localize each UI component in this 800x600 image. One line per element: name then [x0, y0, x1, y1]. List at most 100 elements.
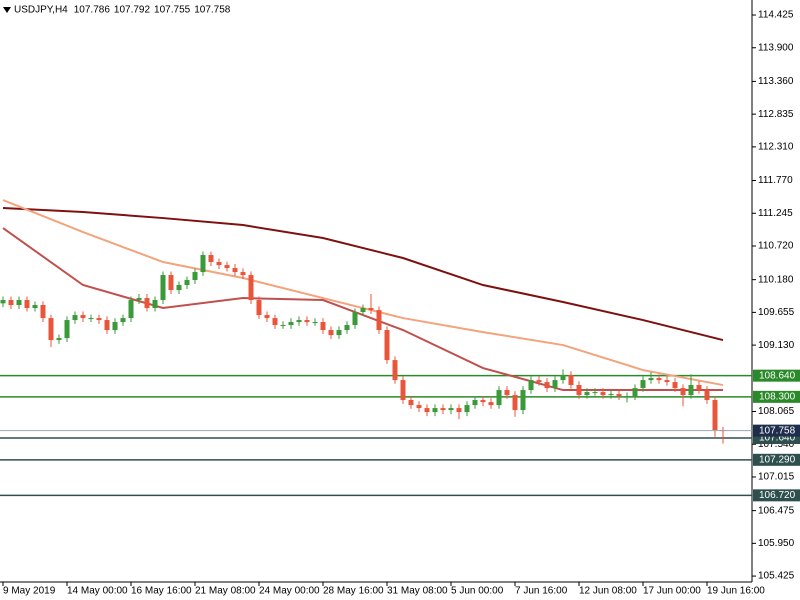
candle-body [624, 396, 630, 398]
candle-body [296, 320, 302, 323]
level-label: 107.290 [759, 454, 796, 465]
y-tick-label: 111.770 [758, 175, 793, 186]
y-tick-label: 106.475 [758, 505, 795, 516]
symbol: USDJPY,H4 [14, 5, 68, 16]
candle-body [88, 318, 94, 320]
level-label-box [753, 453, 800, 466]
x-tick-label: 14 May 00:00 [67, 586, 128, 597]
candle-body [200, 255, 206, 273]
candle-body [648, 378, 654, 381]
y-tick-label: 110.180 [758, 274, 794, 285]
candle-body [560, 375, 566, 381]
last-price-box [753, 424, 800, 437]
candle-body [112, 322, 118, 331]
candle-body [536, 380, 542, 383]
candle-body [368, 308, 374, 311]
candle-body [472, 400, 478, 406]
candle-body [0, 300, 6, 304]
candle-body [416, 405, 422, 409]
candle-body [288, 322, 294, 326]
candle-body [224, 265, 230, 269]
candle-body [136, 298, 142, 301]
x-tick-label: 5 Jun 00:00 [451, 586, 504, 597]
y-tick-label: 109.130 [758, 340, 795, 351]
candle-body [496, 390, 502, 406]
candle-body [328, 330, 334, 336]
candle-body [480, 400, 486, 403]
candle-body [216, 262, 222, 266]
y-tick-label: 107.015 [758, 472, 795, 483]
candle-body [528, 380, 534, 391]
candle-body [256, 300, 262, 316]
y-tick-label: 113.360 [758, 76, 794, 87]
candle-body [8, 300, 14, 306]
header-value: 107.755 [154, 5, 191, 16]
candle-body [40, 305, 46, 319]
candle-body [320, 322, 326, 331]
candle-body [544, 382, 550, 389]
candle-body [696, 385, 702, 391]
x-tick-label: 31 May 08:00 [387, 586, 448, 597]
candle-body [504, 390, 510, 396]
candle-body [432, 408, 438, 413]
candle-body [232, 268, 238, 273]
y-tick-label: 105.950 [758, 538, 795, 549]
level-label: 108.640 [759, 370, 796, 381]
candle-body [576, 385, 582, 396]
candle-body [64, 320, 70, 339]
x-tick-label: 12 Jun 08:00 [579, 586, 637, 597]
dropdown-icon[interactable] [3, 7, 11, 13]
candle-body [640, 380, 646, 389]
candle-body [552, 380, 558, 389]
header-value: 107.786 [74, 5, 111, 16]
candle-body [192, 272, 198, 281]
candle-body [264, 315, 270, 319]
candle-body [128, 300, 134, 319]
x-tick-label: 28 May 16:00 [323, 586, 384, 597]
candle-body [512, 395, 518, 411]
candle-body [352, 312, 358, 326]
candle-body [360, 308, 366, 313]
candle-body [104, 320, 110, 331]
candle-body [280, 325, 286, 327]
x-tick-label: 9 May 2019 [3, 586, 56, 597]
candle-body [48, 318, 54, 341]
candle-body [424, 408, 430, 413]
candle-body [176, 285, 182, 291]
candle-body [600, 392, 606, 396]
candle-body [448, 408, 454, 411]
x-tick-label: 17 Jun 00:00 [643, 586, 701, 597]
candle-body [72, 315, 78, 321]
candle-body [664, 380, 670, 383]
x-tick-label: 16 May 16:00 [131, 586, 192, 597]
y-tick-label: 114.425 [758, 10, 794, 21]
y-tick-label: 107.540 [758, 439, 795, 450]
level-label: 107.640 [759, 433, 796, 444]
candle-body [408, 400, 414, 406]
candle-body [680, 388, 686, 396]
y-tick-label: 110.720 [758, 241, 794, 252]
y-tick-label: 113.900 [758, 42, 794, 53]
candle-body [464, 405, 470, 413]
candle-body [568, 375, 574, 386]
candle-body [704, 390, 710, 401]
x-tick-label: 21 May 08:00 [195, 586, 256, 597]
x-tick-label: 24 May 00:00 [259, 586, 320, 597]
candle-body [16, 300, 22, 306]
candle-body [208, 255, 214, 263]
candle-body [584, 392, 590, 396]
y-tick-label: 112.835 [758, 109, 794, 120]
candle-body [272, 318, 278, 326]
candle-body [336, 330, 342, 336]
candle-body [80, 315, 86, 319]
y-tick-label: 111.245 [758, 208, 793, 219]
level-label-box [753, 489, 800, 502]
candle-body [344, 325, 350, 331]
candle-body [520, 390, 526, 411]
candle-body [616, 394, 622, 397]
candle-body [248, 275, 254, 301]
y-tick-label: 108.065 [758, 406, 795, 417]
x-tick-label: 19 Jun 16:00 [707, 586, 765, 597]
y-tick-label: 105.425 [758, 571, 795, 582]
